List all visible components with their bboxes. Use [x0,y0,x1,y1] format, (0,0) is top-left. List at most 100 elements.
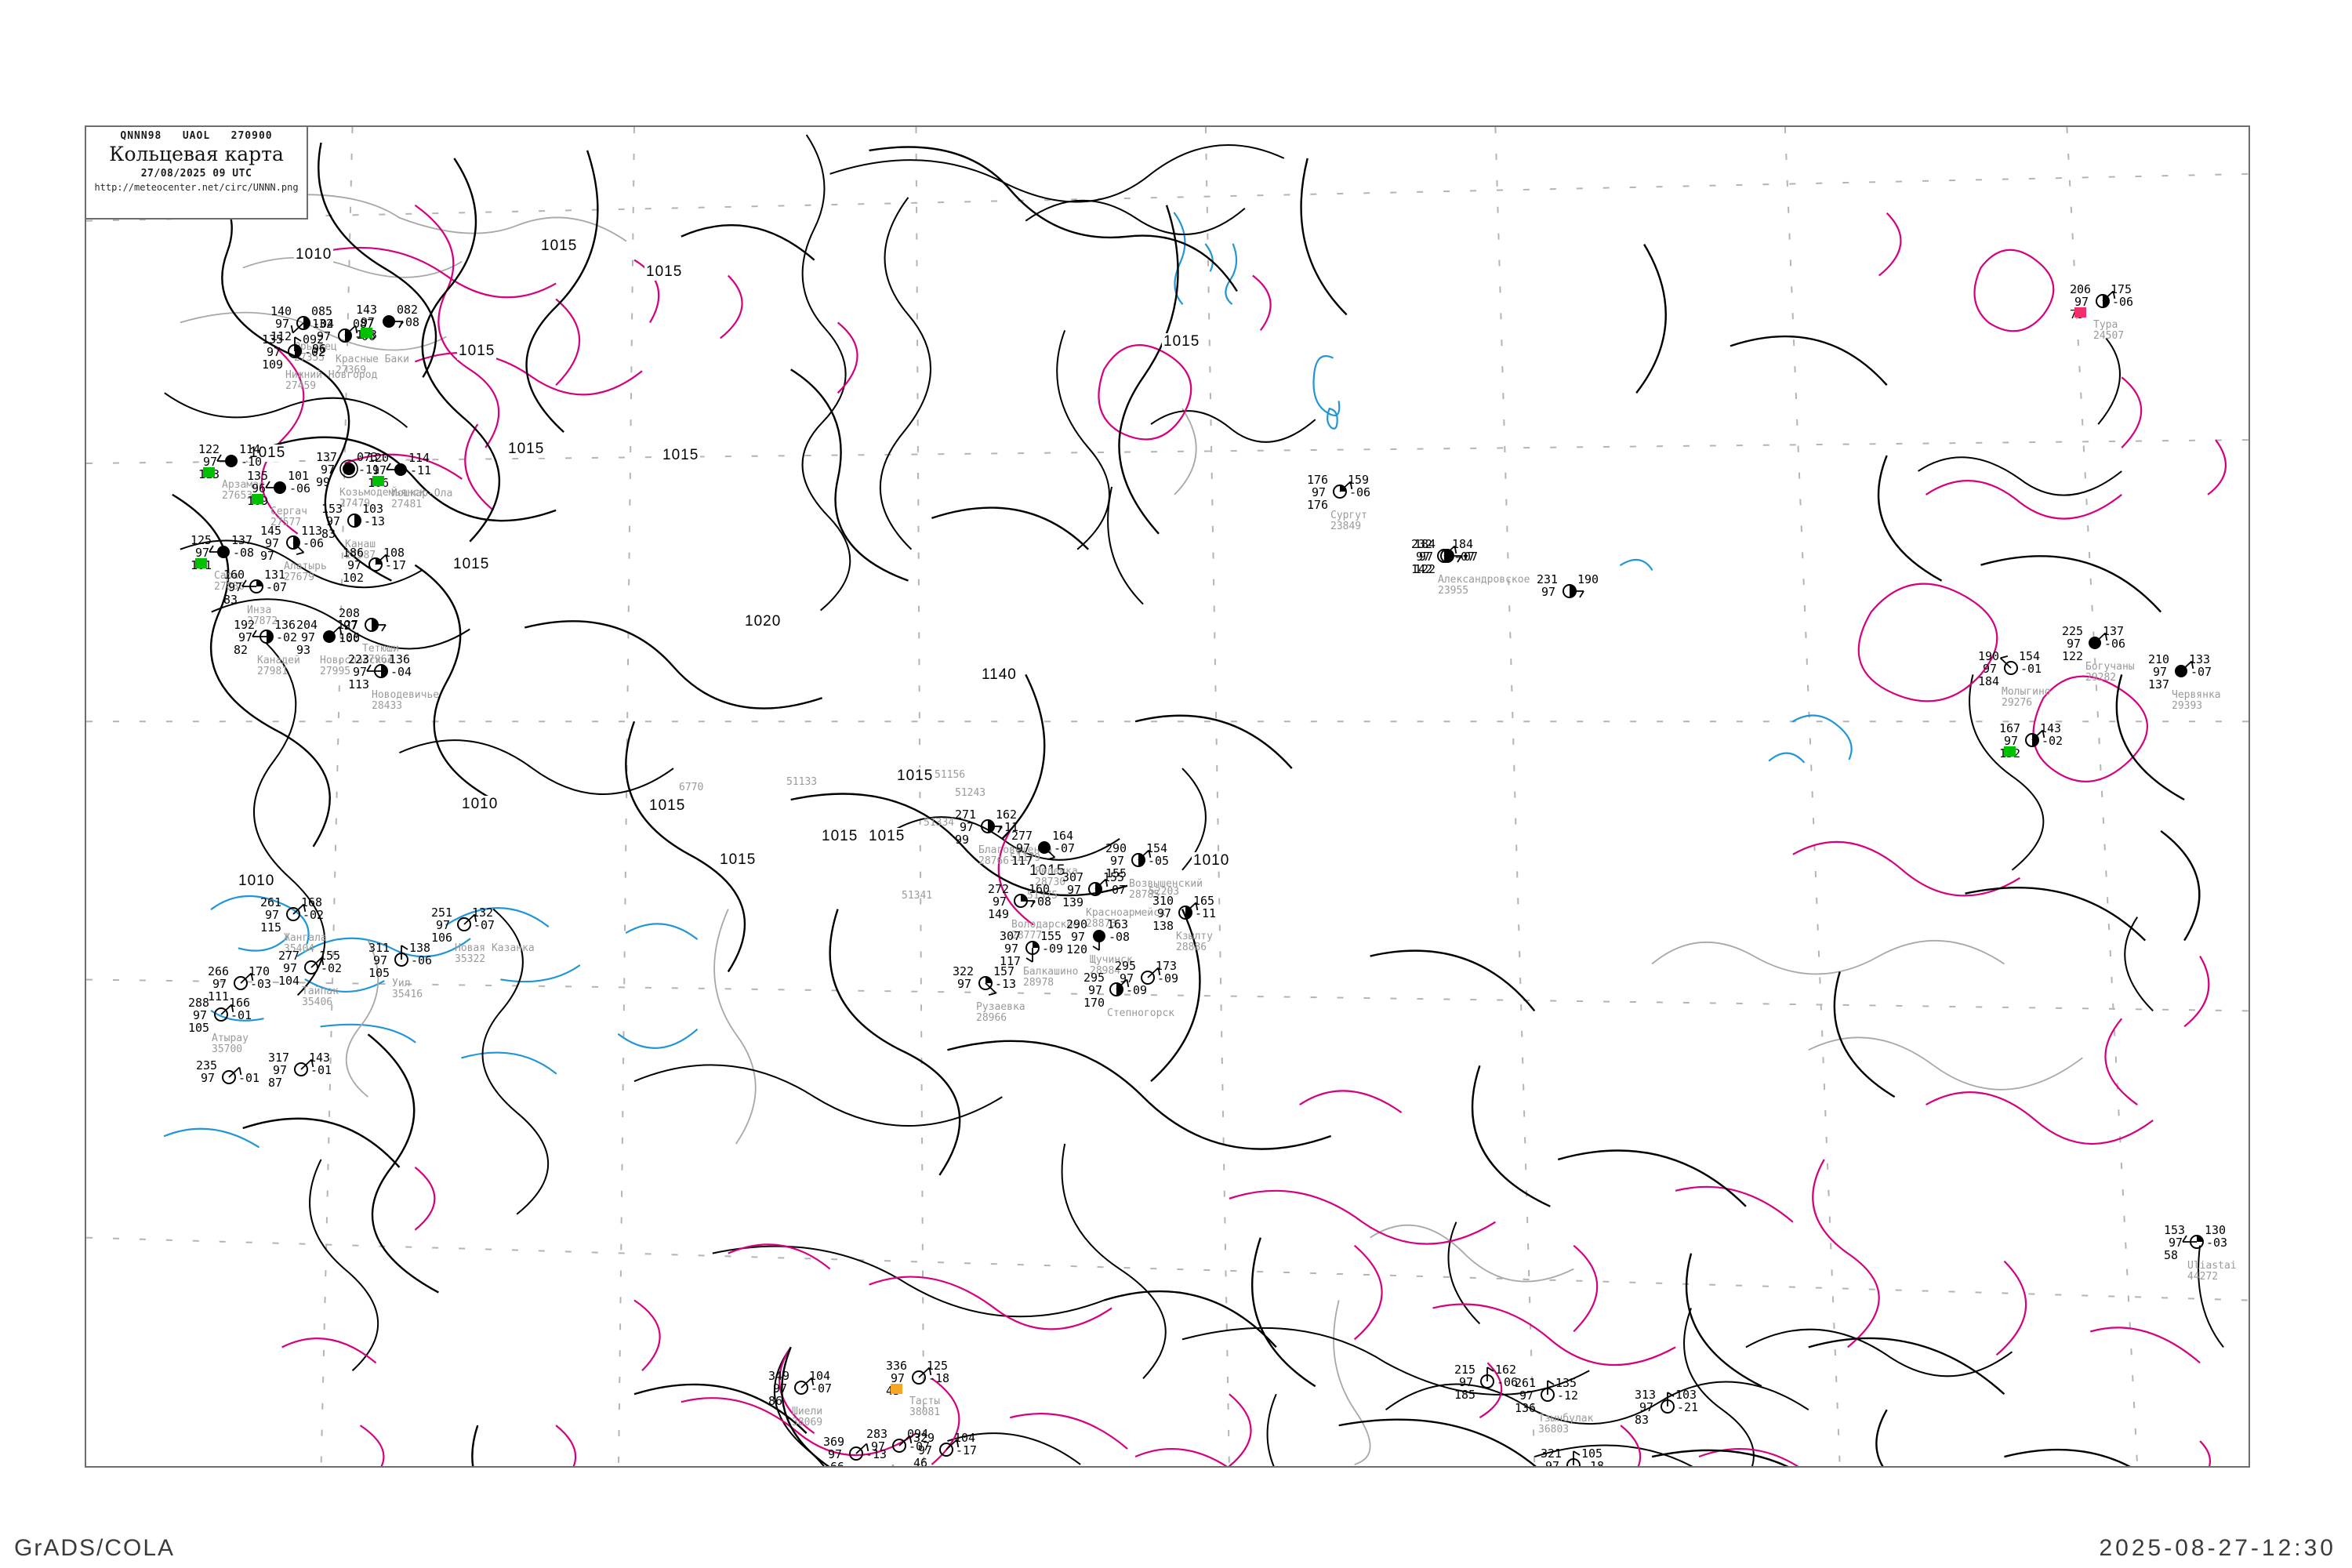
station-plot: 215 162 97 185 -06 [1454,1364,1548,1419]
wind-barb-icon [385,454,416,485]
station-pressure: 271 [955,808,977,822]
station-temperature: 97 [2074,295,2089,309]
station-plot: 190 154 97 184 -01 Молыгино 29276 [1978,651,2072,709]
station-pressure: 261 [1515,1376,1537,1390]
station-pressure-tendency-code: 130 [2205,1223,2227,1237]
station-pressure-change: -13 [364,514,386,528]
station-temperature: 97 [1312,485,1327,499]
station-plot: 210 133 97 137 -07 Червянка 29393 [2148,654,2242,712]
station-name: Рузаевка [976,1001,1025,1013]
precipitation-chip [891,1384,902,1394]
chart-title: Кольцевая карта [109,143,284,165]
station-temperature: 97 [347,558,362,572]
station-pressure-change: -06 [1497,1375,1519,1389]
station-temperature: 97 [1016,841,1031,855]
station-pressure-tendency-code: 101 [288,469,310,483]
station-temperature: 97 [1416,550,1431,564]
wind-barb-icon [786,1372,817,1403]
station-id: 38081 [909,1406,941,1418]
station-plot: 307 155 97 139 -07 Красноармейск 28873 [1062,870,1166,930]
station-pressure-change: -13 [995,977,1017,991]
station-plot: 192 136 97 82 -02 Канадей 27981 [234,619,328,677]
station-pressure-tendency-code: 132 [472,906,494,920]
station-name: Сургут [1330,510,1367,521]
borders [156,173,2083,1465]
station-dewpoint: 117 [1000,954,1022,968]
station-id: 29282 [2085,672,2117,684]
station-pressure-tendency-code: 155 [319,949,341,963]
wind-barb-icon [296,952,327,983]
station-pressure-tendency-code: 082 [397,303,419,317]
station-dewpoint: 137 [2148,677,2170,691]
station-dewpoint: 170 [1083,996,1105,1010]
cloud-cover-icon [793,1380,809,1396]
station-temperature: 97 [891,1371,906,1385]
station-id: 35700 [212,1044,243,1055]
station-pressure: 290 [1105,841,1127,855]
station-plot: 160 131 97 83 -07 Инза 27872 [223,569,318,627]
station-temperature: 97 [2153,665,2168,679]
station-plot: 251 132 97 106 -07 Новая Казанка 35322 [431,906,535,965]
station-name: Арзамас [222,479,265,491]
station-pressure-tendency-code: 173 [1156,959,1178,973]
station-name: Уил [392,978,411,989]
station-temperature: 97 [1639,1400,1654,1414]
station-pressure: 122 [198,442,220,456]
station-pressure: 184 [1414,537,1436,551]
station-dewpoint: 138 [1152,919,1174,933]
station-pressure-tendency-code: 105 [1581,1446,1603,1461]
station-pressure-change: -06 [339,630,361,644]
station-temperature: 97 [1067,883,1082,897]
station-pressure: 307 [1062,870,1084,884]
station-temperature: 97 [326,514,341,528]
station-dewpoint: 142 [1411,562,1433,576]
renderer-credit: GrADS/COLA [14,1535,176,1561]
station-pressure-change: -04 [313,317,335,331]
station-dewpoint: 83 [1635,1413,1650,1427]
grid-id-label: 51375 [1027,890,1058,902]
wind-barb-icon [278,527,309,558]
grid-id-label: 51243 [955,787,986,799]
station-temperature: 97 [201,1071,216,1085]
station-temperature: 97 [361,315,376,329]
station-pressure: 322 [953,964,975,978]
station-id: 27355 [294,352,325,364]
station-name: Красные Баки [336,354,409,365]
station-temperature: 97 [1071,930,1086,944]
station-plot: 140 085 97 112 -04 Юрьевец 27355 [270,306,365,364]
station-plot: 235 97 -01 [196,1060,290,1115]
station-pressure-change: -02 [2042,734,2063,748]
render-timestamp: 2025-08-27-12:30 [2099,1535,2336,1561]
station-id: 27962 [362,654,394,666]
station-id: 28785 [1129,889,1160,901]
wind-barb-icon [251,621,282,652]
station-plot: 295 173 97 -09 [1115,960,1209,1015]
cloud-cover-icon [347,513,362,528]
station-id: 28433 [372,700,403,712]
station-pressure-tendency-code: 154 [1146,841,1168,855]
station-dewpoint: 83 [321,527,336,541]
station-pressure: 135 [247,469,269,483]
station-name: Богучаны [2085,661,2135,673]
cloud-cover-icon [1140,970,1156,985]
station-pressure: 349 [768,1369,790,1383]
station-temperature: 97 [1088,983,1103,997]
wind-barb-icon [1005,885,1036,916]
station-id: 27995 [320,666,351,677]
station-dewpoint: 83 [223,593,238,607]
station-pressure: 295 [1115,959,1137,973]
station-pressure-tendency-code: 157 [993,964,1015,978]
station-name: Возвышенский [1129,878,1203,890]
cloud-cover-icon [1178,905,1193,920]
station-pressure-tendency-code: 175 [2111,282,2132,296]
station-id: 35416 [392,989,423,1000]
isobar-label: 1015 [820,828,860,845]
wind-barb-icon [1995,652,2027,684]
precipitation-chip [195,558,207,568]
grid-id-label: 51341 [902,890,933,902]
station-plot: 176 159 97 176 -06 Сургут 23849 [1307,474,1401,532]
station-id: 23955 [1438,585,1469,597]
station-pressure-change: -11 [358,463,380,477]
